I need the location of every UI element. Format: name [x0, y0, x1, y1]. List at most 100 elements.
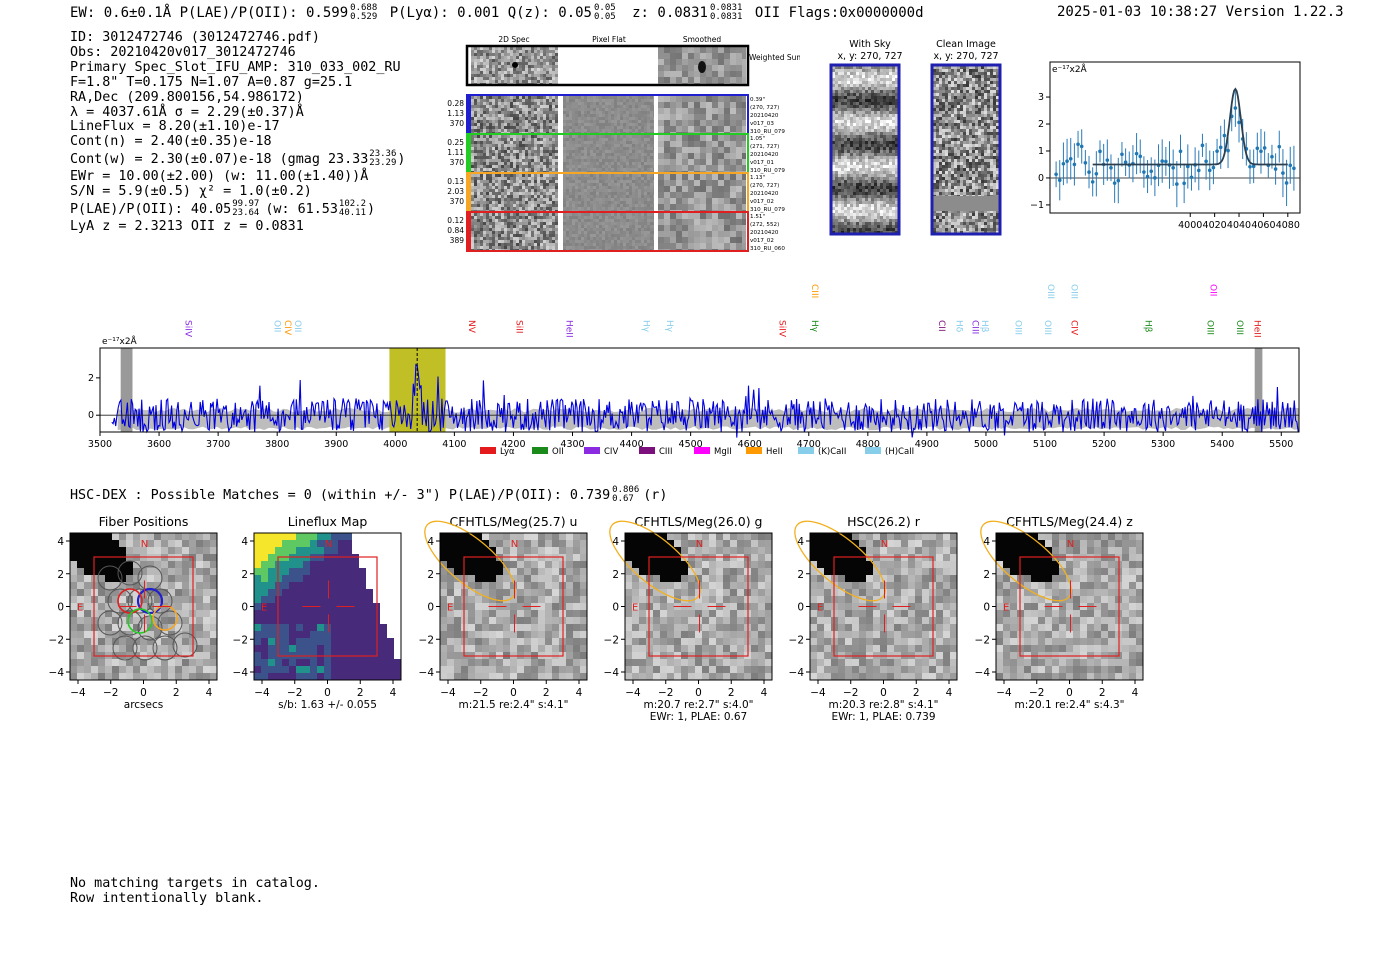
fiber-flat-pixel [578, 171, 581, 172]
fiber-flat-pixel [617, 204, 620, 207]
fiber-smooth-pixel [712, 225, 718, 231]
fiber-flat-pixel [632, 177, 635, 180]
fiber-spec-pixel [471, 183, 474, 186]
with-sky-pixel [859, 147, 862, 150]
with-sky-pixel [844, 171, 847, 174]
fiber-flat-pixel [629, 111, 632, 114]
with-sky-pixel [844, 102, 847, 105]
fiber-smooth-pixel [718, 102, 724, 108]
fiber-flat-pixel [593, 177, 596, 180]
fiber-flat-pixel [572, 147, 575, 150]
fiber-flat-pixel [617, 237, 620, 240]
fiber-spec-pixel [501, 213, 504, 216]
fiber-spec-pixel [495, 96, 498, 99]
weighted-spec-pixel [552, 59, 555, 62]
weighted-spec-pixel [510, 77, 513, 80]
with-sky-pixel [892, 156, 895, 159]
fiber-flat-pixel [614, 201, 617, 204]
fiber-spec-pixel [495, 219, 498, 222]
fiber-spec-pixel [480, 228, 483, 231]
fiber-spec-pixel [522, 183, 525, 186]
fiber-spec-pixel [540, 192, 543, 195]
fiber-spec-pixel [555, 243, 558, 246]
fiber-spec-pixel [540, 111, 543, 114]
fiber-flat-pixel [608, 117, 611, 120]
with-sky-pixel [871, 162, 874, 165]
with-sky-pixel [874, 162, 877, 165]
with-sky-pixel [844, 66, 847, 69]
fiber-spec-pixel [471, 117, 474, 120]
weighted-spec-pixel [540, 59, 543, 62]
fiber-flat-pixel [629, 240, 632, 243]
with-sky-pixel [892, 87, 895, 90]
fiber-flat-pixel [623, 180, 626, 183]
fiber-flat-pixel [590, 147, 593, 150]
with-sky-pixel [847, 69, 850, 72]
fiber-flat-pixel [605, 207, 608, 210]
fiber-flat-pixel [572, 198, 575, 201]
fiber-flat-pixel [626, 117, 629, 120]
fiber-flat-pixel [614, 246, 617, 249]
fiber-smooth-pixel [700, 174, 706, 180]
fiber-spec-pixel [513, 114, 516, 117]
weighted-spec-pixel [555, 80, 558, 83]
with-sky-pixel [844, 138, 847, 141]
fiber-spec-pixel [486, 231, 489, 234]
fiber-flat-pixel [584, 240, 587, 243]
fiber-spec-pixel [492, 111, 495, 114]
fiber-flat-pixel [614, 222, 617, 225]
weighted-spec-pixel [534, 59, 537, 62]
fiber-spec-pixel [555, 138, 558, 141]
fiber-flat-pixel [614, 99, 617, 102]
fiber-flat-pixel [602, 165, 605, 168]
fiber-spec-pixel [525, 99, 528, 102]
fiber-smooth-pixel [700, 198, 706, 204]
with-sky-pixel [865, 93, 868, 96]
fiber-flat-pixel [581, 243, 584, 246]
fiber-spec-pixel [540, 159, 543, 162]
with-sky-pixel [868, 99, 871, 102]
fiber-flat-pixel [644, 249, 647, 250]
fiber-smooth-pixel [742, 192, 746, 198]
fiber-flat-pixel [623, 228, 626, 231]
fiber-flat-pixel [632, 189, 635, 192]
fiber-flat-pixel [563, 108, 566, 111]
fiber-spec-pixel [489, 99, 492, 102]
with-sky-pixel [832, 90, 835, 93]
fiber-spec-pixel [534, 174, 537, 177]
with-sky-pixel [871, 150, 874, 153]
fiber-spec-pixel [501, 171, 504, 172]
fiber-flat-pixel [566, 144, 569, 147]
weighted-spec-pixel [528, 83, 531, 84]
fiber-spec-pixel [522, 111, 525, 114]
fiber-spec-pixel [522, 192, 525, 195]
fiber-flat-pixel [608, 162, 611, 165]
fiber-flat-pixel [569, 213, 572, 216]
weighted-smooth-pixel [730, 53, 736, 59]
with-sky-pixel [892, 174, 895, 177]
fiber-spec-pixel [516, 228, 519, 231]
with-sky-pixel [841, 144, 844, 147]
fiber-spec-pixel [528, 174, 531, 177]
fiber-spec-pixel [534, 132, 537, 133]
with-sky-pixel [835, 147, 838, 150]
fiber-flat-pixel [572, 144, 575, 147]
fiber-flat-pixel [617, 123, 620, 126]
fiber-flat-pixel [593, 228, 596, 231]
with-sky-pixel [832, 138, 835, 141]
fiber-spec-pixel [534, 177, 537, 180]
fiber-smooth-pixel [682, 231, 688, 237]
cutout-col-title: Pixel Flat [592, 35, 626, 44]
fiber-spec-pixel [513, 198, 516, 201]
weighted-spec-pixel [495, 62, 498, 65]
fiber-flat-pixel [578, 129, 581, 132]
with-sky-pixel [865, 69, 868, 72]
fiber-flat-pixel [623, 192, 626, 195]
fiber-spec-pixel [501, 234, 504, 237]
fiber-smooth-pixel [706, 213, 712, 219]
fiber-flat-pixel [590, 186, 593, 189]
fiber-smooth-pixel [706, 135, 712, 141]
fiber-spec-pixel [474, 237, 477, 240]
fiber-flat-pixel [629, 207, 632, 210]
fiber-spec-pixel [546, 162, 549, 165]
